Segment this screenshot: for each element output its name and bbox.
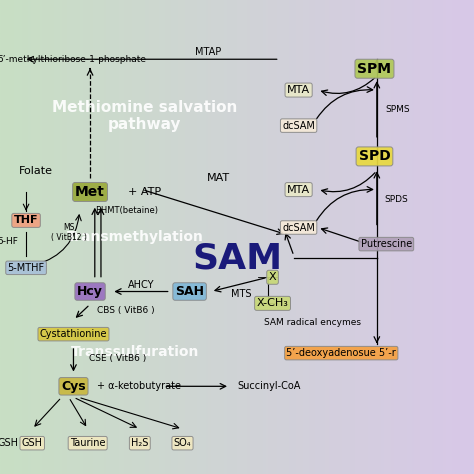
Text: 5-MTHF: 5-MTHF: [8, 263, 45, 273]
Text: 5-HF: 5-HF: [0, 237, 18, 246]
Text: SPDS: SPDS: [384, 195, 408, 203]
Text: AHCY: AHCY: [128, 280, 155, 291]
Text: SAM: SAM: [192, 241, 282, 275]
Text: Transsulfuration: Transsulfuration: [71, 345, 199, 359]
Text: SAM radical encymes: SAM radical encymes: [264, 318, 361, 327]
Text: SPMS: SPMS: [386, 105, 410, 113]
Text: SO₄: SO₄: [173, 438, 191, 448]
Text: MTAP: MTAP: [195, 47, 222, 57]
Text: dcSAM: dcSAM: [282, 222, 315, 233]
Text: SPM: SPM: [357, 62, 392, 76]
Text: Putrescine: Putrescine: [361, 239, 412, 249]
Text: Methiomine salvation
pathway: Methiomine salvation pathway: [52, 100, 237, 132]
Text: + ATP: + ATP: [128, 187, 161, 197]
Text: 5’-methylthioribose-1-phosphate: 5’-methylthioribose-1-phosphate: [0, 55, 146, 64]
Text: GSH: GSH: [22, 438, 43, 448]
Text: CSE ( VitB6 ): CSE ( VitB6 ): [89, 355, 146, 363]
Text: Taurine: Taurine: [70, 438, 105, 448]
Text: Transmethylation: Transmethylation: [67, 230, 203, 244]
Text: BHMT(betaine): BHMT(betaine): [96, 207, 158, 215]
Text: Succinyl-CoA: Succinyl-CoA: [237, 381, 301, 392]
Text: SPD: SPD: [359, 149, 390, 164]
Text: MTS: MTS: [231, 289, 252, 299]
Text: MS
( VitB12 ): MS ( VitB12 ): [51, 223, 87, 242]
Text: Met: Met: [75, 185, 105, 199]
Text: Folate: Folate: [19, 165, 53, 176]
Text: + α-ketobutyrate: + α-ketobutyrate: [97, 381, 181, 392]
Text: Hcy: Hcy: [77, 285, 103, 298]
Text: X-CH₃: X-CH₃: [256, 298, 289, 309]
Text: MTA: MTA: [287, 184, 310, 195]
Text: dcSAM: dcSAM: [282, 120, 315, 131]
Text: H₂S: H₂S: [131, 438, 148, 448]
Text: Cys: Cys: [61, 380, 86, 393]
Text: Cystathionine: Cystathionine: [40, 329, 107, 339]
Text: MAT: MAT: [207, 173, 229, 183]
Text: THF: THF: [14, 215, 38, 226]
Text: SAH: SAH: [175, 285, 204, 298]
Text: X: X: [269, 272, 276, 283]
Text: CBS ( VitB6 ): CBS ( VitB6 ): [97, 306, 155, 315]
Text: GSH: GSH: [0, 438, 18, 448]
Text: 5’-deoxyadenosue 5’-r: 5’-deoxyadenosue 5’-r: [286, 348, 396, 358]
Text: MTA: MTA: [287, 85, 310, 95]
